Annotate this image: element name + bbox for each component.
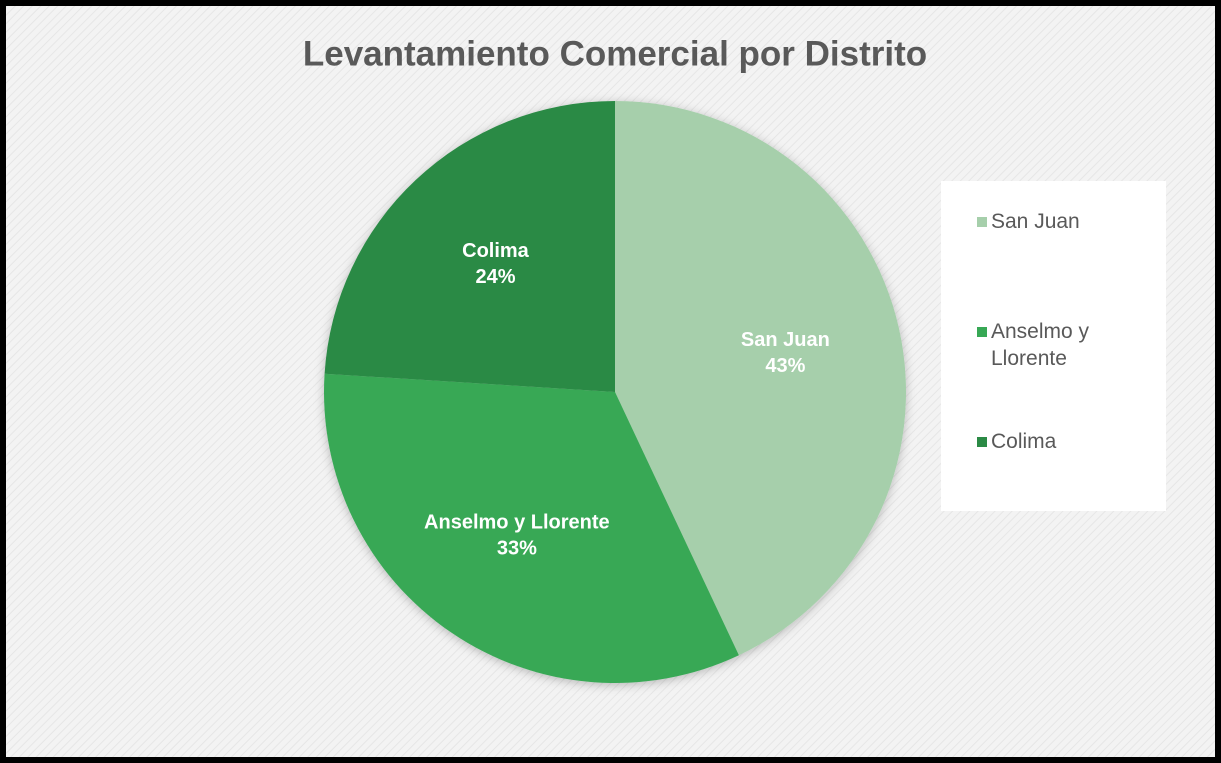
legend: San Juan Anselmo y Llorente Colima xyxy=(941,181,1166,511)
legend-swatch xyxy=(977,217,987,227)
data-label-value: 24% xyxy=(475,266,515,288)
legend-entry: Colima xyxy=(977,428,1151,455)
pie-slice xyxy=(324,101,615,392)
pie-slice xyxy=(324,373,739,683)
pie-slice xyxy=(615,101,906,656)
chart-title: Levantamiento Comercial por Distrito xyxy=(303,34,927,73)
data-label-value: 43% xyxy=(765,355,805,377)
data-label-value: 33% xyxy=(497,538,537,560)
data-label-name: Colima xyxy=(462,240,530,262)
legend-entry: Anselmo y Llorente xyxy=(977,318,1151,372)
data-label-name: Anselmo y Llorente xyxy=(424,512,610,534)
legend-label: Colima xyxy=(991,430,1057,453)
legend-entry: San Juan xyxy=(977,208,1151,235)
pie xyxy=(324,101,906,683)
legend-label: Anselmo y Llorente xyxy=(991,320,1090,370)
legend-swatch xyxy=(977,437,987,447)
data-label-name: San Juan xyxy=(741,329,830,351)
legend-swatch xyxy=(977,327,987,337)
legend-label: San Juan xyxy=(991,210,1080,233)
